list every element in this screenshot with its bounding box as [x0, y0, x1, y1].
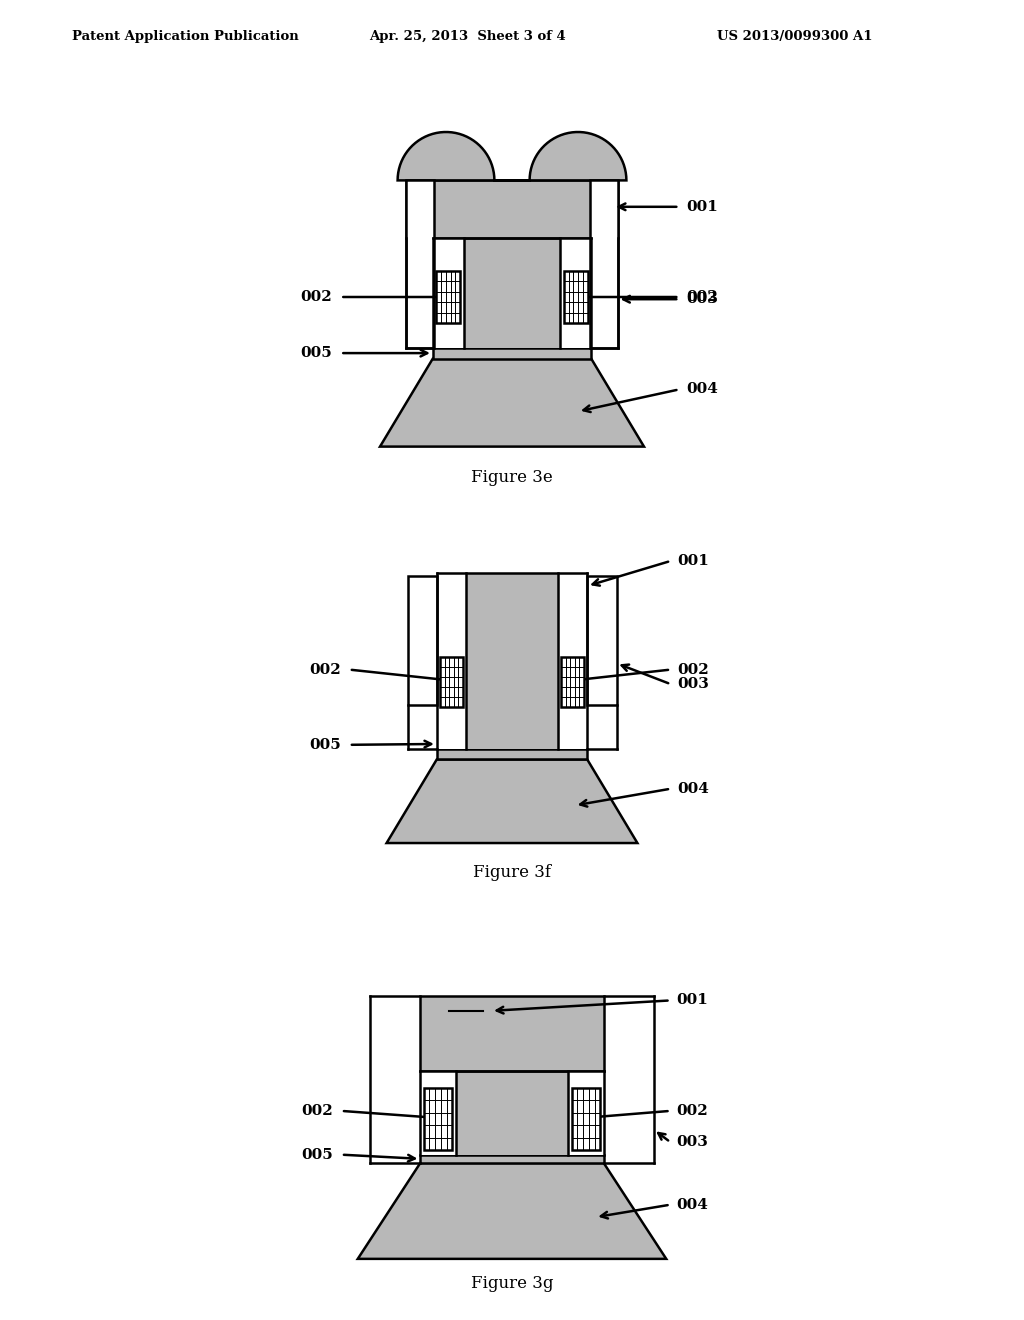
Text: 001: 001: [686, 199, 718, 214]
Bar: [560, 238, 591, 347]
Bar: [558, 573, 587, 748]
Bar: [440, 657, 463, 708]
Text: 004: 004: [677, 781, 709, 796]
Bar: [433, 347, 591, 359]
Text: 002: 002: [301, 1104, 333, 1118]
Text: Apr. 25, 2013  Sheet 3 of 4: Apr. 25, 2013 Sheet 3 of 4: [369, 30, 565, 44]
Text: Figure 3g: Figure 3g: [471, 1275, 553, 1292]
Text: US 2013/0099300 A1: US 2013/0099300 A1: [717, 30, 872, 44]
Bar: [420, 1155, 604, 1163]
Bar: [424, 1088, 453, 1151]
Bar: [433, 238, 464, 347]
Bar: [571, 1088, 600, 1151]
Text: 001: 001: [677, 554, 709, 568]
Polygon shape: [357, 1163, 667, 1259]
Text: 005: 005: [300, 346, 332, 360]
Bar: [437, 573, 587, 748]
Polygon shape: [380, 359, 644, 446]
Bar: [408, 576, 437, 705]
Polygon shape: [397, 132, 627, 181]
Bar: [436, 271, 460, 323]
Bar: [437, 748, 587, 759]
Text: 004: 004: [686, 383, 718, 396]
Text: 003: 003: [677, 677, 709, 692]
Bar: [590, 181, 617, 347]
Text: Figure 3e: Figure 3e: [471, 469, 553, 486]
Bar: [587, 576, 616, 705]
Text: 005: 005: [301, 1147, 333, 1162]
Bar: [568, 1072, 604, 1155]
Text: 003: 003: [677, 1135, 709, 1150]
Bar: [420, 1072, 604, 1155]
Text: 004: 004: [677, 1197, 709, 1212]
Bar: [407, 181, 617, 238]
Text: 002: 002: [677, 663, 709, 677]
Text: 003: 003: [686, 292, 718, 306]
Text: 002: 002: [309, 663, 341, 677]
Bar: [564, 271, 588, 323]
Text: 001: 001: [677, 994, 709, 1007]
Bar: [420, 1072, 456, 1155]
Bar: [420, 997, 604, 1072]
Text: Figure 3f: Figure 3f: [473, 863, 551, 880]
Bar: [561, 657, 584, 708]
Text: 002: 002: [300, 290, 332, 304]
Bar: [407, 181, 434, 347]
Text: 002: 002: [686, 290, 718, 304]
Bar: [437, 573, 466, 748]
Text: 002: 002: [677, 1104, 709, 1118]
Text: 005: 005: [309, 738, 341, 752]
Polygon shape: [387, 759, 637, 843]
Text: Patent Application Publication: Patent Application Publication: [72, 30, 298, 44]
Bar: [433, 238, 591, 347]
